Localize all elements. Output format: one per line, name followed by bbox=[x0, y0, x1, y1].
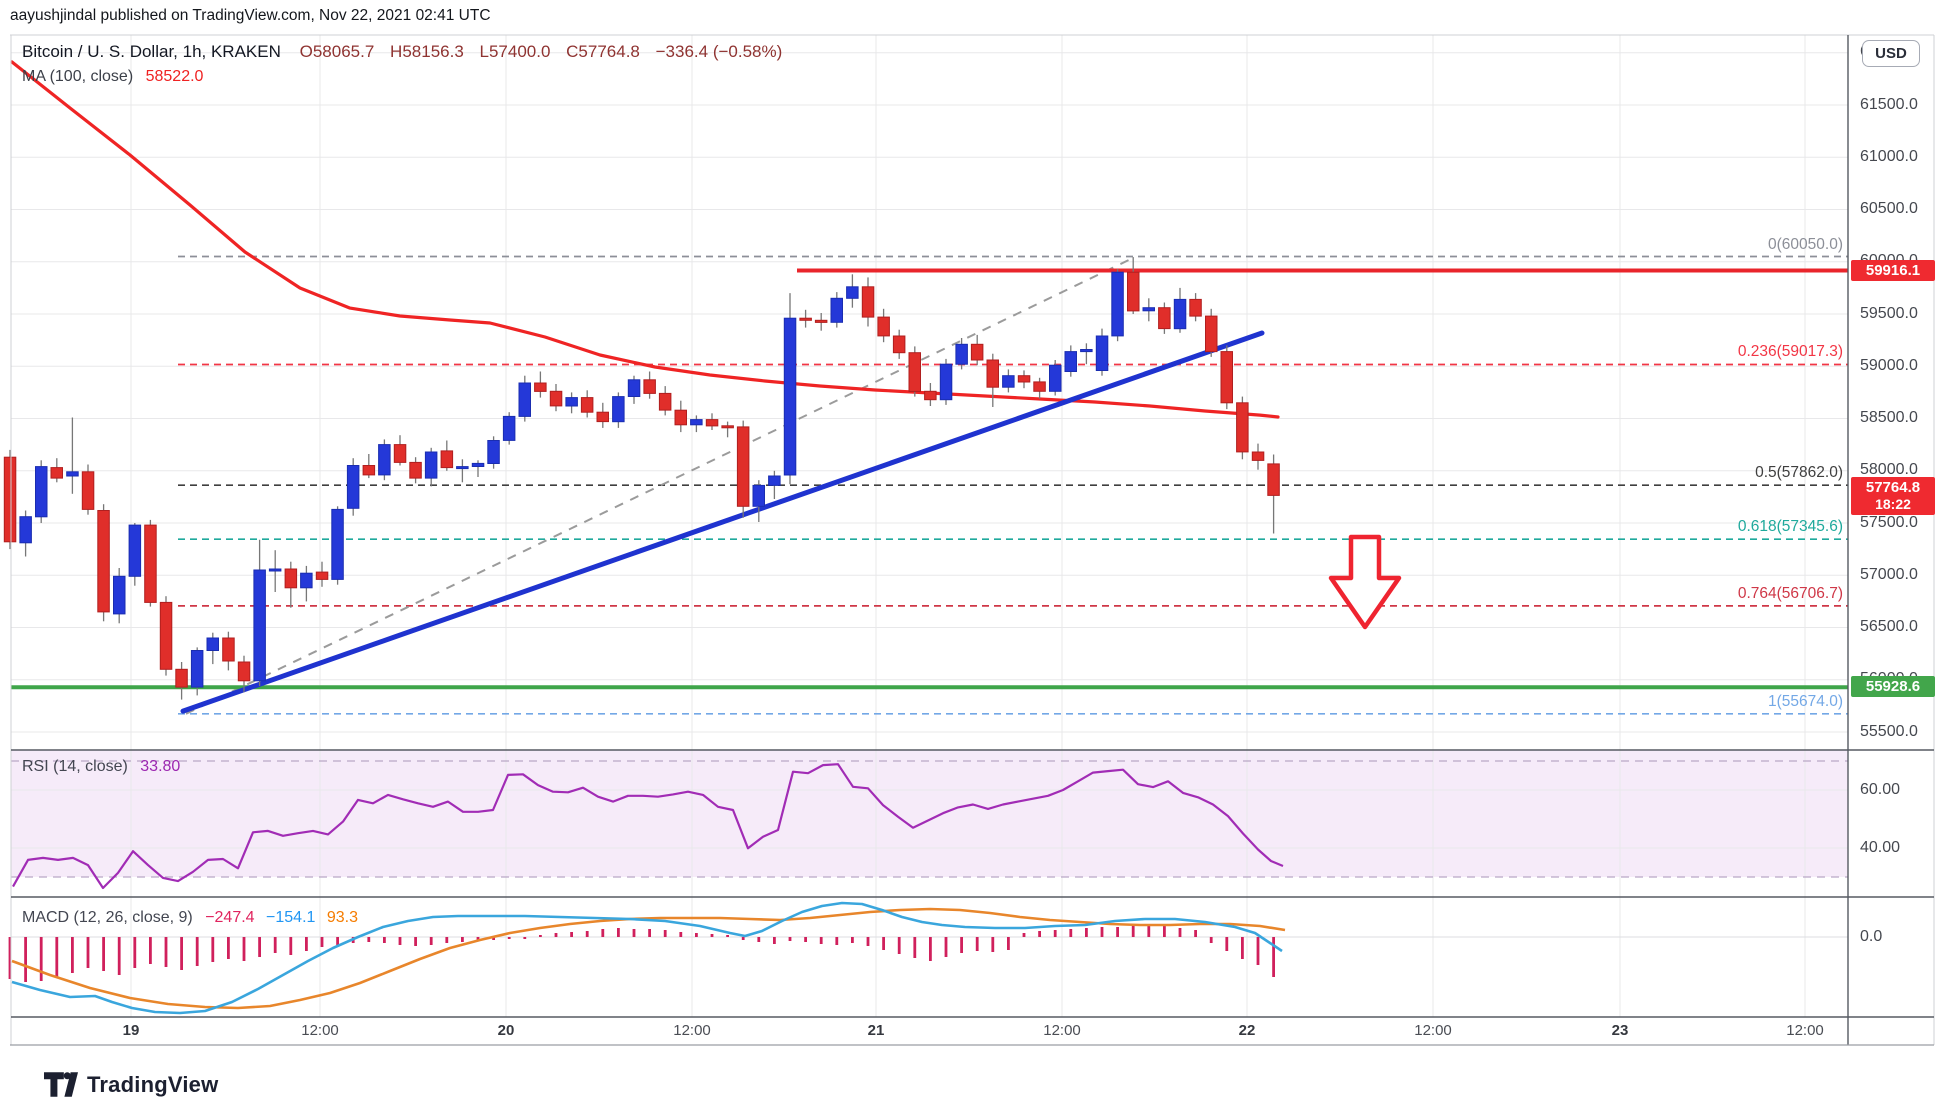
price-tick-label: 61500.0 bbox=[1860, 95, 1918, 113]
tradingview-logo[interactable]: TradingView bbox=[44, 1071, 218, 1098]
macd-tick-label: 0.0 bbox=[1860, 927, 1883, 945]
fib-level-label: 0.5(57862.0) bbox=[1755, 464, 1843, 482]
time-tick-label: 12:00 bbox=[301, 1022, 339, 1039]
candles bbox=[3, 257, 1280, 700]
rsi-value: 33.80 bbox=[140, 758, 181, 775]
ohlc-open: O58065.7 bbox=[299, 42, 375, 61]
price-tick-label: 58000.0 bbox=[1860, 461, 1918, 479]
price-tick-label: 58500.0 bbox=[1860, 409, 1918, 426]
macd-histogram-value: −247.4 bbox=[205, 909, 255, 926]
rsi-label: RSI (14, close) bbox=[22, 758, 128, 775]
rsi-tick-label: 40.00 bbox=[1860, 838, 1901, 856]
price-tick-label: 60500.0 bbox=[1860, 200, 1918, 217]
price-tick-label: 59500.0 bbox=[1860, 304, 1918, 322]
price-tick-label: 55500.0 bbox=[1860, 722, 1918, 740]
fib-level-label: 0(60050.0) bbox=[1768, 235, 1843, 253]
macd-line-value: −154.1 bbox=[266, 909, 316, 926]
ma-value: 58522.0 bbox=[145, 68, 204, 85]
fib-level-label: 1(55674.0) bbox=[1768, 692, 1843, 710]
macd-label: MACD (12, 26, close, 9) bbox=[22, 909, 193, 926]
fib-level-label: 0.236(59017.3) bbox=[1737, 343, 1843, 361]
time-tick-label: 22 bbox=[1238, 1022, 1256, 1039]
byline: aayushjindal published on TradingView.co… bbox=[10, 7, 491, 24]
ohlc-low: L57400.0 bbox=[479, 42, 551, 61]
ma-label: MA (100, close) bbox=[22, 68, 134, 85]
down-arrow-annotation bbox=[1328, 534, 1402, 630]
macd-signal-value: 93.3 bbox=[326, 909, 359, 926]
time-tick-label: 20 bbox=[497, 1022, 515, 1039]
axis-price-tag: 57764.8 18:22 bbox=[1851, 477, 1935, 516]
ohlc-change: −336.4 (−0.58%) bbox=[655, 42, 783, 61]
time-tick-label: 12:00 bbox=[1414, 1022, 1452, 1039]
tradingview-wordmark: TradingView bbox=[87, 1071, 219, 1097]
time-tick-label: 12:00 bbox=[1043, 1022, 1081, 1039]
rsi-tick-label: 60.00 bbox=[1860, 780, 1901, 798]
tradingview-logo-icon bbox=[44, 1072, 78, 1097]
macd-legend: MACD (12, 26, close, 9) −247.4 −154.1 93… bbox=[22, 909, 358, 927]
time-tick-label: 21 bbox=[867, 1022, 885, 1039]
time-tick-label: 19 bbox=[122, 1022, 140, 1039]
ma-legend: MA (100, close) 58522.0 bbox=[22, 68, 203, 86]
ohlc-high: H58156.3 bbox=[390, 42, 464, 61]
price-tick-label: 59000.0 bbox=[1860, 356, 1918, 374]
time-tick-label: 12:00 bbox=[1786, 1022, 1824, 1039]
axis-price-tag: 59916.1 bbox=[1851, 259, 1935, 281]
price-tick-label: 57500.0 bbox=[1860, 513, 1918, 531]
fib-level-label: 0.764(56706.7) bbox=[1737, 584, 1843, 602]
symbol-legend: Bitcoin / U. S. Dollar, 1h, KRAKEN O5806… bbox=[22, 42, 793, 62]
currency-toggle-button[interactable]: USD bbox=[1862, 40, 1920, 67]
fib-level-label: 0.618(57345.6) bbox=[1737, 518, 1843, 536]
price-tick-label: 57000.0 bbox=[1860, 565, 1918, 583]
price-tick-label: 56500.0 bbox=[1860, 618, 1918, 636]
symbol-title: Bitcoin / U. S. Dollar, 1h, KRAKEN bbox=[22, 42, 281, 61]
rsi-legend: RSI (14, close) 33.80 bbox=[22, 758, 180, 776]
time-tick-label: 12:00 bbox=[673, 1022, 711, 1039]
price-tick-label: 61000.0 bbox=[1860, 147, 1918, 165]
axis-price-tag: 55928.6 bbox=[1851, 676, 1935, 698]
time-tick-label: 23 bbox=[1611, 1022, 1629, 1039]
ohlc-close: C57764.8 bbox=[566, 42, 640, 61]
